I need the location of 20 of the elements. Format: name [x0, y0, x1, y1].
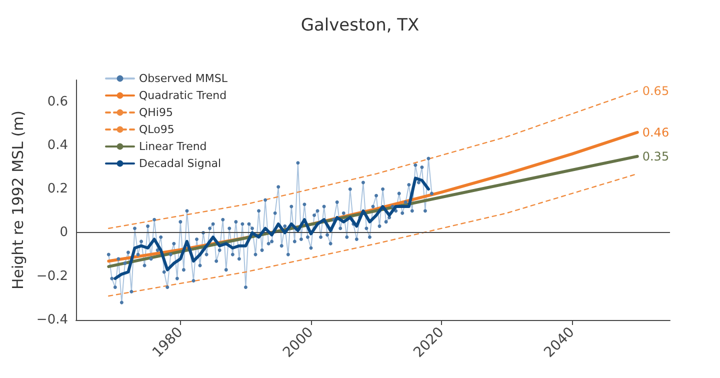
legend-label: QHi95 [139, 106, 173, 119]
data-label: 0.65 [642, 84, 670, 98]
chart-title: Galveston, TX [300, 16, 420, 36]
line-series [108, 173, 638, 297]
y-tick-label: −0.4 [36, 312, 68, 328]
legend-label: Quadratic Trend [139, 89, 227, 102]
line-series [114, 176, 430, 280]
y-tick-label: 0.4 [47, 138, 68, 153]
y-axis-title: Height re 1992 MSL (m) [9, 110, 28, 290]
legend-label: Linear Trend [139, 140, 207, 153]
y-tick-label: 0.2 [47, 182, 68, 197]
data-label: 0.35 [642, 149, 670, 164]
legend-label: Decadal Signal [139, 157, 222, 170]
legend-label: QLo95 [139, 123, 174, 136]
legend-label: Observed MMSL [139, 72, 228, 85]
line-series [108, 90, 638, 229]
y-tick-label: 0 [60, 225, 68, 240]
y-tick-label: 0.6 [47, 94, 68, 110]
data-label: 0.46 [642, 125, 670, 140]
y-tick-label: −0.2 [36, 268, 68, 284]
